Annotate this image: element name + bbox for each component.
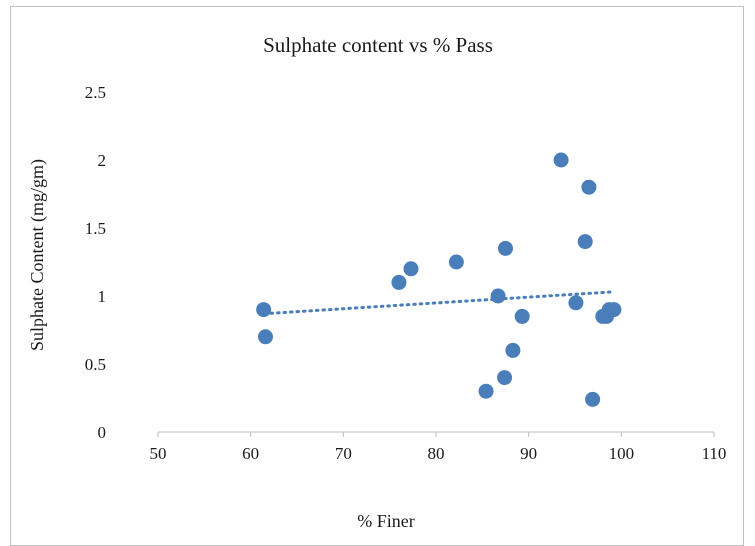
y-tick-label: 1: [98, 287, 107, 306]
data-point: [581, 179, 597, 195]
chart-title: Sulphate content vs % Pass: [263, 33, 493, 57]
x-tick-label: 60: [242, 444, 259, 463]
data-point: [256, 302, 272, 318]
y-tick-label: 2: [98, 151, 107, 170]
y-tick-label: 1.5: [85, 219, 106, 238]
x-tick-marks: [157, 432, 715, 437]
data-point: [257, 329, 273, 345]
data-point: [478, 383, 494, 399]
y-axis-label: Sulphate Content (mg/gm): [27, 159, 48, 351]
y-tick-labels: 0 0.5 1 1.5 2 2.5: [85, 83, 106, 442]
data-points: [256, 152, 622, 407]
data-point: [403, 261, 419, 277]
data-point: [490, 288, 506, 304]
data-point: [391, 274, 407, 290]
scatter-chart: Sulphate content vs % Pass 00.511.522.5 …: [27, 33, 727, 531]
x-tick-label: 110: [702, 444, 727, 463]
data-point: [498, 240, 513, 256]
data-point: [505, 342, 521, 358]
data-point: [568, 295, 584, 311]
data-point: [497, 370, 513, 386]
trendline: [263, 290, 614, 316]
x-axis-label: % Finer: [357, 511, 415, 531]
data-point: [514, 308, 530, 324]
x-tick-label: 80: [428, 444, 445, 463]
x-tick-labels: 50 60 70 80 90 100 110: [150, 444, 727, 463]
data-point: [606, 302, 622, 318]
x-tick-label: 70: [335, 444, 352, 463]
x-tick-label: 50: [150, 444, 167, 463]
y-tick-label: 2.5: [85, 83, 106, 102]
data-point: [585, 391, 601, 407]
data-point: [577, 234, 593, 250]
data-point: [448, 254, 464, 270]
data-point: [553, 152, 569, 168]
y-tick-label: 0: [98, 423, 107, 442]
y-tick-label: 0.5: [85, 355, 106, 374]
x-tick-label: 90: [520, 444, 537, 463]
x-tick-label: 100: [609, 444, 635, 463]
